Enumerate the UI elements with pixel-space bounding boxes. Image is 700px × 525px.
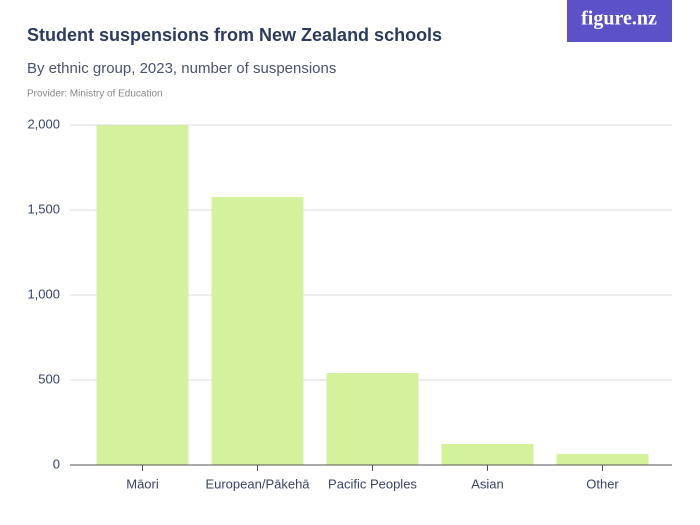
logo: figure.nz [581, 8, 657, 30]
y-tick-label: 500 [38, 371, 60, 386]
y-tick-label: 1,000 [27, 286, 60, 301]
bar [211, 197, 304, 465]
y-tick-label: 1,500 [27, 201, 60, 216]
bar [96, 125, 189, 465]
x-tick-label: Māori [126, 476, 159, 491]
x-tick-label: Other [586, 476, 619, 491]
x-tick-label: Pacific Peoples [328, 476, 417, 491]
chart-subtitle: By ethnic group, 2023, number of suspens… [27, 60, 336, 77]
bar [441, 443, 534, 465]
bar [326, 373, 419, 465]
x-tick-label: Asian [471, 476, 504, 491]
logo-box [567, 0, 672, 42]
y-tick-label: 2,000 [27, 116, 60, 131]
chart-source: Provider: Ministry of Education [27, 89, 163, 100]
y-tick-label: 0 [53, 456, 60, 471]
bar [556, 453, 649, 465]
x-tick-label: European/Pākehā [205, 476, 310, 491]
chart-title: Student suspensions from New Zealand sch… [27, 25, 442, 45]
